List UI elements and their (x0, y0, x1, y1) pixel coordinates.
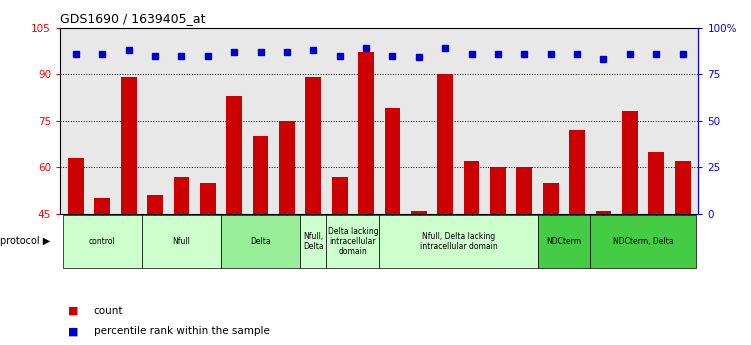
Bar (142, 215, 221, 268)
Bar (590, 215, 695, 268)
Bar (332, 177, 348, 214)
Bar (569, 130, 585, 214)
Bar (437, 74, 453, 214)
Text: count: count (94, 306, 123, 315)
Text: control: control (89, 237, 116, 246)
Bar (517, 167, 532, 214)
Text: ■: ■ (68, 306, 78, 315)
Bar (306, 77, 321, 214)
Bar (622, 111, 638, 214)
Bar (68, 158, 84, 214)
Text: percentile rank within the sample: percentile rank within the sample (94, 326, 270, 336)
Bar (95, 198, 110, 214)
Bar (385, 108, 400, 214)
Bar (411, 211, 427, 214)
Bar (121, 77, 137, 214)
Bar (490, 167, 506, 214)
Text: Nfull: Nfull (173, 237, 190, 246)
Bar (226, 96, 242, 214)
Bar (63, 215, 142, 268)
Bar (173, 177, 189, 214)
Bar (252, 136, 268, 214)
Bar (379, 215, 538, 268)
Text: NDCterm: NDCterm (546, 237, 581, 246)
Text: Nfull,
Delta: Nfull, Delta (303, 232, 324, 251)
Text: NDCterm, Delta: NDCterm, Delta (613, 237, 674, 246)
Bar (596, 211, 611, 214)
Bar (648, 152, 664, 214)
Bar (327, 215, 379, 268)
Bar (538, 215, 590, 268)
Bar (147, 195, 163, 214)
Bar (463, 161, 479, 214)
Text: Delta: Delta (250, 237, 271, 246)
Text: GDS1690 / 1639405_at: GDS1690 / 1639405_at (60, 12, 206, 25)
Bar (200, 183, 216, 214)
Text: Nfull, Delta lacking
intracellular domain: Nfull, Delta lacking intracellular domai… (420, 232, 497, 251)
Bar (358, 52, 374, 214)
Text: Delta lacking
intracellular
domain: Delta lacking intracellular domain (327, 227, 379, 256)
Text: ■: ■ (68, 326, 78, 336)
Text: protocol ▶: protocol ▶ (0, 237, 50, 246)
Bar (543, 183, 559, 214)
Bar (221, 215, 300, 268)
Bar (300, 215, 327, 268)
Bar (279, 121, 295, 214)
Bar (674, 161, 690, 214)
